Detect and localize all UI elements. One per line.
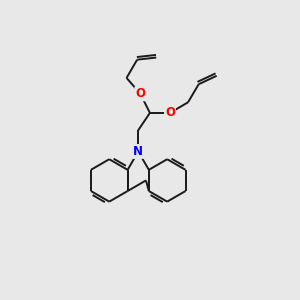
Text: O: O bbox=[135, 87, 145, 100]
Text: N: N bbox=[133, 145, 143, 158]
Text: O: O bbox=[165, 106, 175, 119]
